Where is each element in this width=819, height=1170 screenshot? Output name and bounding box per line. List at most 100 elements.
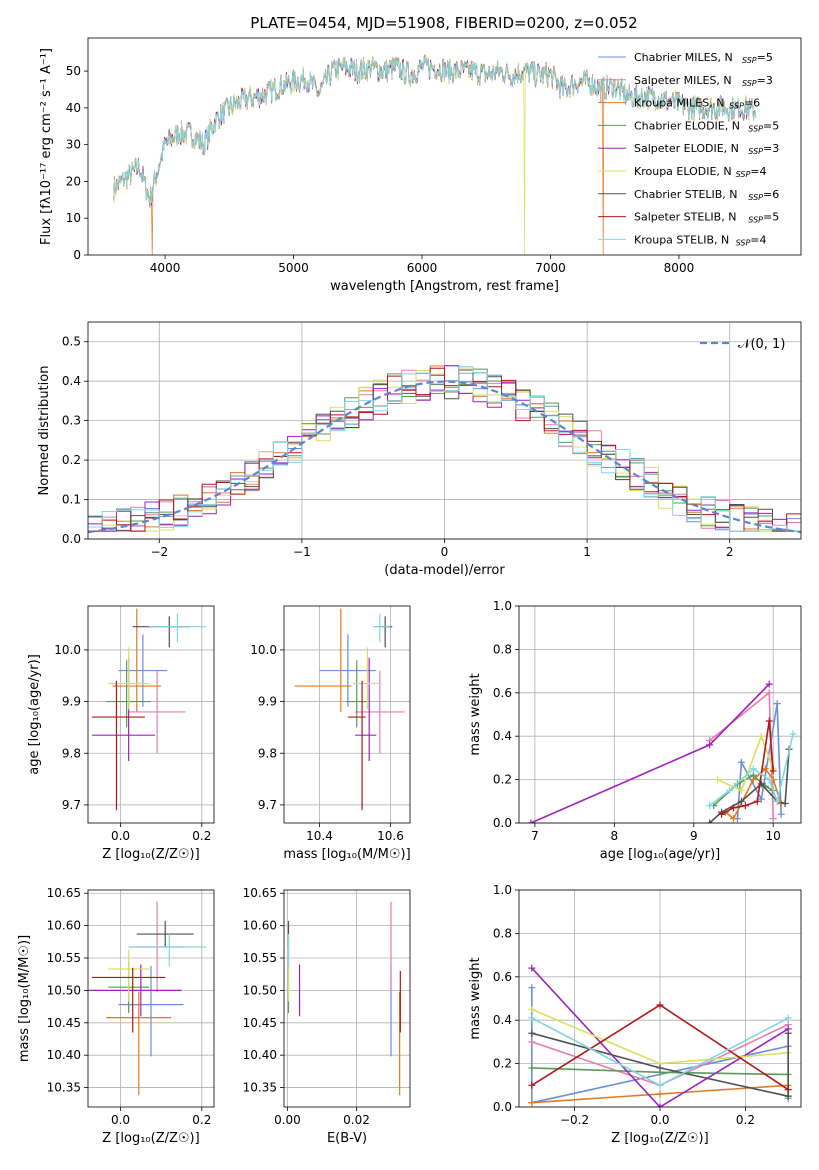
x-axis-label: E(B-V) <box>327 1131 367 1146</box>
axes-age_vs_Z: 0.0 0.2 9.7 9.8 9.9 10.0 Z [log₁₀(Z/Z☉)] age [l… <box>27 605 215 862</box>
weights-marker <box>737 797 745 805</box>
legend-nssp: SSP=4 <box>736 165 767 179</box>
y-tick-label: 0.8 <box>493 926 512 940</box>
weights-marker <box>528 1038 536 1046</box>
weights-marker <box>656 1103 664 1107</box>
y-tick-label: 10.55 <box>47 951 81 965</box>
y-tick-label: 9.9 <box>258 695 277 709</box>
weights-marker <box>528 1081 536 1089</box>
histogram-salpeter-stelib <box>88 367 801 532</box>
y-tick-label: 10.0 <box>250 643 277 657</box>
weights-marker <box>528 1014 536 1022</box>
legend-label: Salpeter STELIB, N <box>634 211 736 224</box>
legend-nssp: SSP=3 <box>748 142 779 156</box>
legend-label: Chabrier ELODIE, N <box>634 119 740 132</box>
x-tick-label: −1 <box>293 545 311 559</box>
y-tick-label: 40 <box>66 101 81 115</box>
y-tick-label: 10.55 <box>243 951 277 965</box>
x-tick-label: −0.2 <box>560 1113 589 1127</box>
y-tick-label: 0.2 <box>493 1057 512 1071</box>
y-tick-label: 30 <box>66 138 81 152</box>
weights-marker <box>528 1064 536 1072</box>
weights-series-kroupa-stelib <box>706 730 797 810</box>
y-tick-label: 0.0 <box>493 816 512 830</box>
y-axis-label: mass weight <box>468 673 483 755</box>
plot-area-spectrum <box>113 54 757 255</box>
errorbar-chabrier-miles <box>118 634 168 707</box>
y-tick-label: 10.60 <box>243 919 277 933</box>
weights-marker <box>726 786 734 794</box>
x-tick-label: 0.2 <box>736 1113 755 1127</box>
y-axis-label: Normed distribution <box>37 366 52 496</box>
x-tick-label: 4000 <box>150 261 181 275</box>
axes-frame <box>87 889 215 1108</box>
legend-label: 𝒩(0, 1) <box>738 337 785 352</box>
errorbar-salpeter-stelib <box>347 680 366 811</box>
y-tick-label: 9.7 <box>62 798 81 812</box>
x-tick-label: 6000 <box>407 261 438 275</box>
weights-marker <box>765 717 773 725</box>
y-tick-label: 10.40 <box>243 1048 277 1062</box>
histogram-kroupa-stelib <box>88 366 801 532</box>
legend-nssp: SSP=6 <box>729 97 760 111</box>
x-tick-label: 7 <box>531 829 539 843</box>
errorbar-kroupa-elodie <box>108 647 149 710</box>
errorbar-chabrier-stelib <box>136 921 194 948</box>
weights-line <box>531 1032 789 1098</box>
weights-marker <box>706 741 714 749</box>
weights-marker <box>706 802 714 810</box>
y-tick-label: 0.2 <box>62 453 81 467</box>
y-tick-label: 0.2 <box>493 773 512 787</box>
weights-line <box>717 733 774 792</box>
x-tick-label: 5000 <box>278 261 309 275</box>
errorbar-salpeter-stelib <box>92 967 166 1033</box>
weights-marker <box>714 776 722 784</box>
axes-weights_vs_Z: −0.2 0.0 0.2 0.0 0.2 0.4 0.6 0.8 1.0 Z [log₁₀(Z/Z… <box>468 883 802 1146</box>
weights-marker <box>656 1064 664 1072</box>
axes-age_vs_mass: 10.4 10.6 9.7 9.8 9.9 10.0 mass [log₁₀(M/M☉)] <box>250 605 411 862</box>
y-tick-label: 0.4 <box>493 729 512 743</box>
plot-area-mass_vs_Z <box>88 901 206 1096</box>
x-tick-label: 0.2 <box>192 1113 211 1127</box>
errorbar-kroupa-elodie <box>108 949 149 1002</box>
legend-nssp: SSP=5 <box>748 211 779 225</box>
weights-marker <box>528 1099 536 1107</box>
plot-area-weights_vs_Z <box>528 964 792 1107</box>
x-axis-label: Z [log₁₀(Z/Z☉)] <box>611 1131 708 1146</box>
weights-marker <box>528 1005 536 1013</box>
weights-marker <box>528 1029 536 1037</box>
y-tick-label: 10 <box>66 211 81 225</box>
weights-marker <box>757 732 765 740</box>
plot-area-residuals <box>88 365 801 534</box>
y-tick-label: 10.35 <box>47 1081 81 1095</box>
weights-marker <box>528 984 536 992</box>
y-tick-label: 0.3 <box>62 414 81 428</box>
weights-marker <box>777 810 785 818</box>
y-tick-label: 0.5 <box>62 335 81 349</box>
weights-marker <box>789 730 797 738</box>
errorbar-chabrier-miles <box>118 965 184 1057</box>
legend-label: Salpeter MILES, N <box>634 74 732 87</box>
x-tick-label: 10 <box>766 829 781 843</box>
weights-marker <box>741 802 749 810</box>
errorbar-kroupa-miles <box>294 608 352 712</box>
x-axis-label: mass [log₁₀(M/M☉)] <box>283 847 410 862</box>
weights-marker <box>729 804 737 812</box>
x-tick-label: 0.00 <box>274 1113 301 1127</box>
y-tick-label: 0.0 <box>493 1100 512 1114</box>
weights-series-salpeter-stelib <box>718 717 777 818</box>
y-axis-label: age [log₁₀(age/yr)] <box>27 654 42 775</box>
axes-frame <box>283 605 411 824</box>
normal-reference-curve <box>88 380 801 534</box>
weights-series-salpeter-elodie <box>527 680 773 823</box>
y-tick-label: 10.0 <box>54 643 81 657</box>
weights-marker <box>757 795 765 803</box>
y-tick-label: 0.8 <box>493 642 512 656</box>
weights-series-chabrier-stelib <box>528 1029 792 1100</box>
legend-nssp: SSP=6 <box>748 188 779 202</box>
plot-area-weights_vs_age <box>527 680 797 823</box>
plot-area-age_vs_Z <box>92 608 206 811</box>
weights-marker <box>753 797 761 805</box>
errorbar-kroupa-stelib <box>128 934 206 967</box>
